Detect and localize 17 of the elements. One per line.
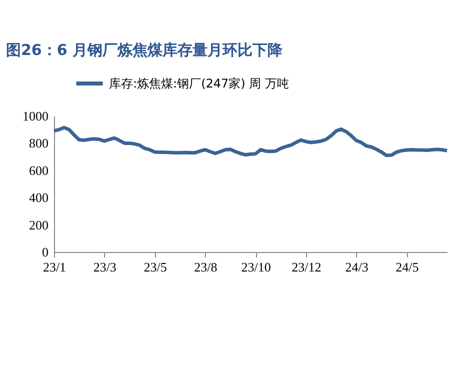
x-tick-label: 23/12 [292,260,322,274]
line-series [52,126,449,158]
y-tick-label: 600 [29,162,48,178]
y-tick-label: 200 [29,217,48,232]
x-tick-label: 23/3 [93,260,116,274]
x-tick-label: 23/8 [194,260,218,274]
chart-title: 图26：6 月钢厂炼焦煤库存量月环比下降 [6,41,284,59]
x-tick-label: 23/5 [144,260,167,274]
y-tick-label: 0 [42,244,48,260]
x-tick-label: 24/3 [345,260,368,274]
x-tick-label: 23/10 [241,260,271,274]
y-tick-label: 800 [29,136,48,151]
x-tick-label: 24/5 [396,260,419,274]
legend-label: 库存:炼焦煤:钢厂(247家) 周 万吨 [109,76,289,90]
x-tick-label: 23/1 [42,260,66,274]
y-tick-label: 1000 [22,108,48,124]
y-tick-label: 400 [29,190,48,206]
